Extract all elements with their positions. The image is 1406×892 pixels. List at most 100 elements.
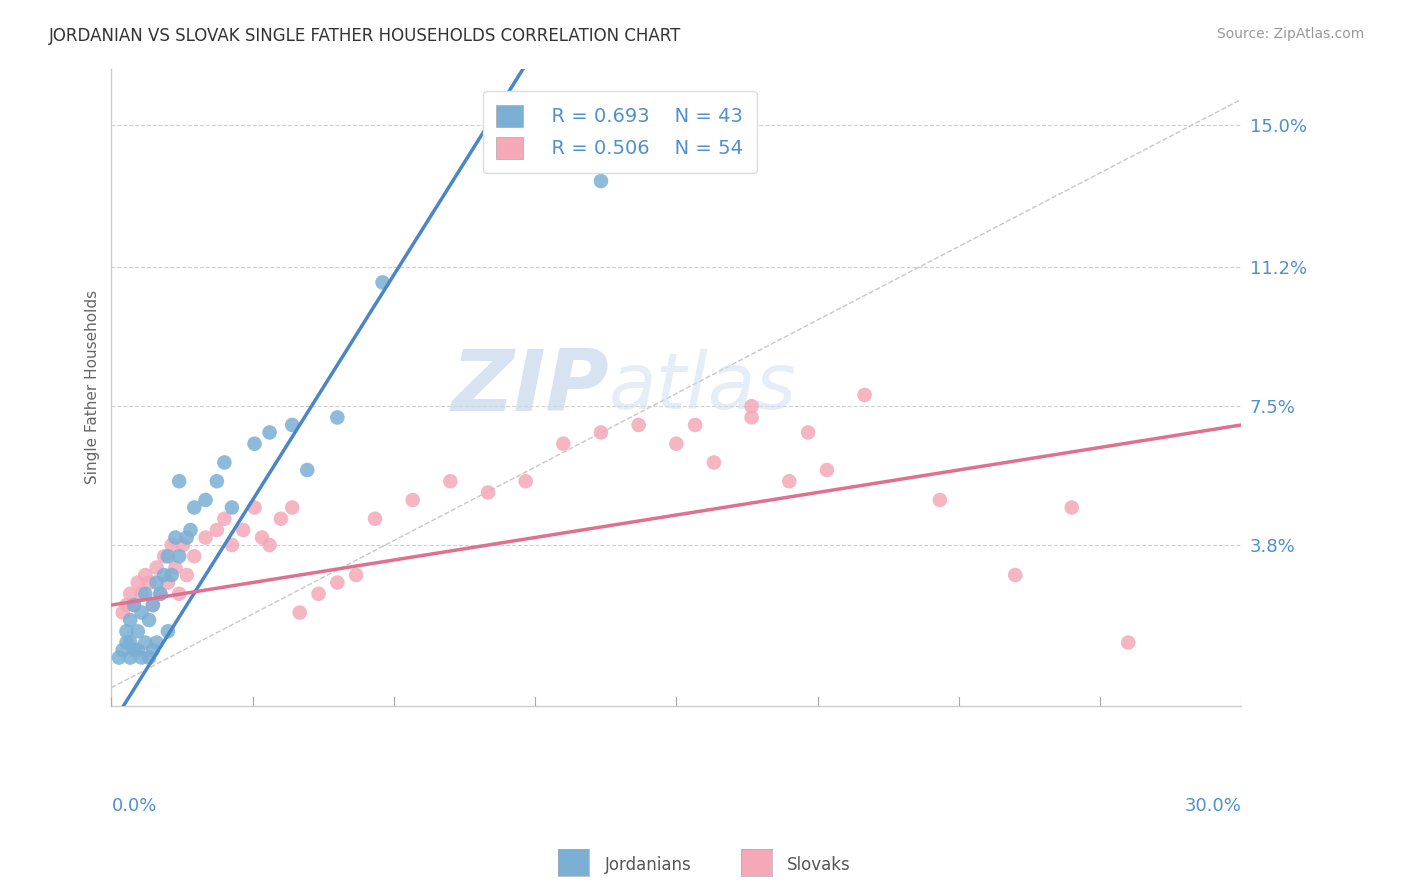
Text: Source: ZipAtlas.com: Source: ZipAtlas.com [1216,27,1364,41]
Point [741,399,763,413]
Point [232,523,254,537]
Point [515,475,537,489]
Point [853,388,876,402]
Point [131,606,153,620]
Point [214,512,236,526]
Point [194,531,217,545]
Point [145,575,167,590]
Point [477,485,499,500]
Point [665,436,688,450]
Point [145,635,167,649]
Point [115,598,138,612]
Point [179,523,201,537]
Point [142,643,165,657]
Point [165,531,187,545]
Point [402,493,425,508]
Point [797,425,820,440]
Point [214,455,236,469]
Point [778,475,800,489]
Point [120,635,142,649]
Point [120,587,142,601]
Point [243,436,266,450]
Point [243,500,266,515]
Point [156,549,179,564]
Point [326,410,349,425]
Point [134,587,156,601]
Point [167,587,190,601]
Point [183,549,205,564]
Point [221,500,243,515]
Point [270,512,292,526]
Point [134,568,156,582]
Point [183,500,205,515]
Point [165,560,187,574]
Point [371,276,394,290]
Text: atlas: atlas [609,350,796,425]
Point [111,606,134,620]
Point [138,613,160,627]
Point [259,538,281,552]
Point [153,549,176,564]
Point [167,549,190,564]
Point [131,587,153,601]
Text: ZIP: ZIP [451,346,609,429]
Point [127,624,149,639]
Text: Slovaks: Slovaks [787,856,851,874]
Point [741,410,763,425]
Point [145,560,167,574]
Point [364,512,387,526]
Point [153,568,176,582]
Point [176,531,198,545]
Point [111,643,134,657]
Text: 0.0%: 0.0% [111,797,157,815]
Point [142,598,165,612]
Point [703,455,725,469]
Point [683,417,706,432]
Point [259,425,281,440]
Point [149,587,172,601]
Point [205,523,228,537]
Point [553,436,575,450]
Point [288,606,311,620]
Point [138,650,160,665]
Point [122,598,145,612]
Point [589,425,612,440]
Point [194,493,217,508]
Point [160,538,183,552]
Point [308,587,330,601]
Point [108,650,131,665]
Point [1060,500,1083,515]
Point [439,475,461,489]
Point [149,587,172,601]
Point [297,463,319,477]
Point [1116,635,1139,649]
Point [156,624,179,639]
Point [142,598,165,612]
Point [281,417,304,432]
Point [167,475,190,489]
Point [221,538,243,552]
Point [138,575,160,590]
Text: 30.0%: 30.0% [1184,797,1241,815]
Text: JORDANIAN VS SLOVAK SINGLE FATHER HOUSEHOLDS CORRELATION CHART: JORDANIAN VS SLOVAK SINGLE FATHER HOUSEH… [49,27,682,45]
Point [127,643,149,657]
Point [122,598,145,612]
Point [120,650,142,665]
Point [134,635,156,649]
Y-axis label: Single Father Households: Single Father Households [86,291,100,484]
Legend:   R = 0.693    N = 43,   R = 0.506    N = 54: R = 0.693 N = 43, R = 0.506 N = 54 [482,91,756,173]
Point [127,575,149,590]
Point [156,575,179,590]
Point [120,613,142,627]
Point [205,475,228,489]
Point [928,493,950,508]
Point [627,417,650,432]
Point [344,568,367,582]
Point [326,575,349,590]
Point [131,650,153,665]
Point [815,463,838,477]
Point [250,531,273,545]
Point [589,174,612,188]
Point [1004,568,1026,582]
Point [281,500,304,515]
